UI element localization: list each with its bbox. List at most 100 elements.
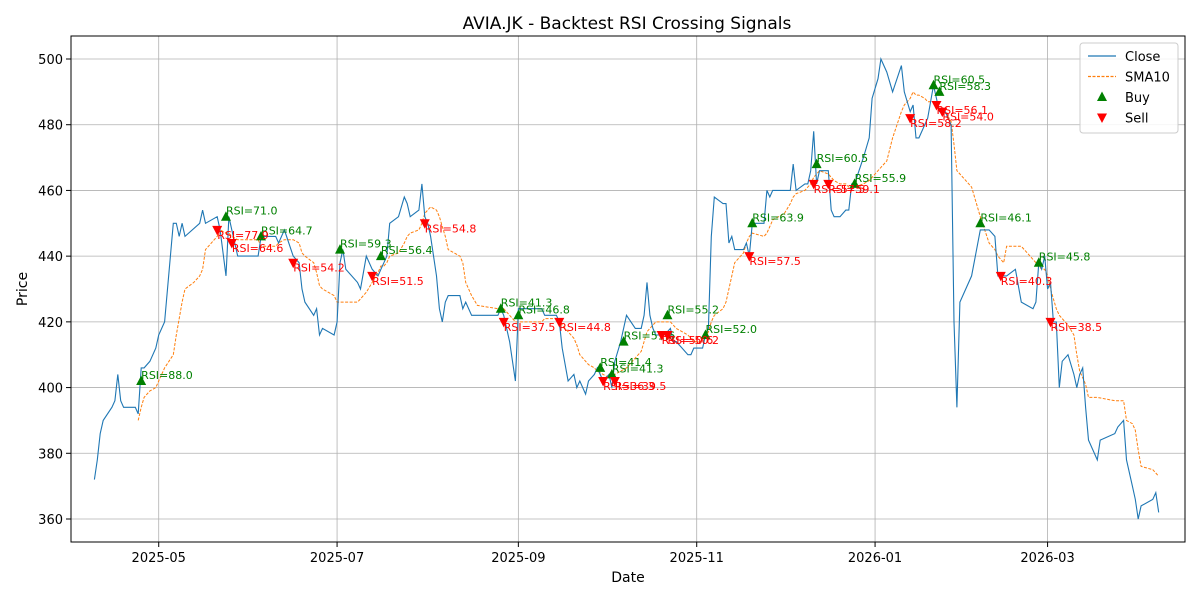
- buy-marker: [934, 86, 945, 96]
- buy-label: RSI=56.4: [381, 244, 433, 257]
- sell-label: RSI=56.1: [936, 104, 988, 117]
- y-tick-label: 400: [38, 382, 63, 397]
- buy-marker: [495, 303, 506, 313]
- buy-marker: [662, 309, 673, 320]
- sell-label: RSI=54.2: [293, 262, 345, 275]
- legend: Close SMA10 Buy Sell: [1079, 42, 1179, 134]
- buy-marker: [595, 362, 606, 372]
- buy-marker: [928, 79, 939, 90]
- buy-marker: [1033, 257, 1044, 267]
- buy-label: RSI=60.5: [817, 152, 869, 165]
- buy-label: RSI=45.8: [1039, 251, 1091, 264]
- sell-marker: [367, 271, 378, 282]
- sell-label: RSI=44.8: [559, 321, 611, 334]
- sell-label: RSI=51.5: [372, 275, 424, 288]
- x-tick-label: 2025-05: [132, 551, 186, 566]
- sell-marker: [212, 225, 223, 236]
- sell-marker: [995, 271, 1006, 282]
- sell-marker: [937, 107, 948, 118]
- buy-marker: [849, 178, 860, 188]
- x-tick-label: 2025-07: [310, 551, 364, 566]
- sell-marker: [662, 331, 673, 341]
- x-tick-label: 2026-01: [848, 551, 902, 566]
- y-axis: 360 380 400 420 440 460 480 500: [38, 53, 71, 528]
- sell-label: RSI=39.5: [615, 380, 667, 393]
- buy-label: RSI=88.0: [141, 369, 193, 382]
- buy-marker: [606, 368, 617, 379]
- legend-label: Sell: [1125, 112, 1148, 127]
- buy-label: RSI=59.3: [340, 238, 392, 251]
- buy-marker: [700, 329, 711, 339]
- sell-marker: [808, 179, 819, 190]
- y-tick-label: 500: [38, 53, 63, 68]
- buy-marker: [811, 158, 822, 169]
- close-line: [93, 57, 1160, 520]
- buy-marker: [136, 375, 147, 385]
- sell-marker: [1045, 317, 1056, 328]
- plot-area: RSI=88.0 RSI=71.0 RSI=64.7 RSI=59.3RSI=56.4…: [93, 57, 1160, 520]
- buy-marker: [747, 217, 758, 228]
- legend-box: [1079, 42, 1179, 134]
- sell-label: RSI=54.8: [425, 222, 477, 235]
- y-tick-label: 420: [38, 316, 63, 331]
- legend-sell-swatch: [1097, 113, 1107, 123]
- legend-label: SMA10: [1125, 71, 1170, 86]
- buy-marker: [618, 336, 629, 346]
- legend-buy-swatch: [1097, 91, 1107, 101]
- x-tick-label: 2026-03: [1020, 551, 1074, 566]
- legend-label: Buy: [1125, 91, 1150, 106]
- buy-label: RSI=46.1: [980, 211, 1032, 224]
- buy-marker: [375, 250, 386, 261]
- y-tick-label: 440: [38, 250, 63, 265]
- buy-marker: [513, 309, 524, 320]
- buy-marker: [256, 230, 267, 241]
- buy-label: RSI=41.4: [600, 356, 652, 369]
- sell-label: RSI=59.1: [828, 183, 880, 196]
- x-tick-label: 2025-09: [491, 551, 545, 566]
- sell-label: RSI=58.2: [910, 117, 962, 130]
- plot-frame: [70, 35, 1186, 543]
- sell-marker: [288, 258, 299, 269]
- legend-label: Close: [1125, 50, 1160, 65]
- sell-marker: [905, 114, 916, 124]
- x-axis-label: Date: [611, 570, 644, 586]
- y-axis-label: Price: [15, 272, 31, 306]
- buy-label: RSI=46.8: [518, 303, 570, 316]
- sell-label: RSI=54.0: [942, 111, 994, 124]
- chart-title: AVIA.JK - Backtest RSI Crossing Signals: [463, 14, 792, 34]
- sell-label: RSI=38.5: [1051, 321, 1103, 334]
- buy-label: RSI=55.2: [667, 303, 719, 316]
- sma10-line: [137, 90, 1160, 477]
- buy-label: RSI=55.9: [855, 172, 907, 185]
- buy-marker: [220, 211, 231, 221]
- buy-label: RSI=41.3: [501, 297, 553, 310]
- sell-marker: [554, 317, 565, 328]
- y-tick-label: 480: [38, 119, 63, 134]
- x-axis: 2025-05 2025-07 2025-09 2025-11 2026-01 2026-…: [132, 542, 1075, 566]
- sell-label: RSI=77.9: [217, 229, 269, 242]
- sell-label: RSI=50.6: [662, 334, 714, 347]
- sell-marker: [419, 219, 430, 229]
- sell-label: RSI=37.5: [504, 321, 556, 334]
- sell-marker: [744, 252, 755, 262]
- buy-label: RSI=63.9: [752, 211, 804, 224]
- buy-marker: [975, 217, 986, 228]
- buy-label: RSI=64.7: [261, 224, 313, 237]
- x-tick-label: 2025-11: [670, 551, 724, 566]
- y-tick-label: 360: [38, 513, 63, 528]
- sell-marker: [598, 377, 609, 387]
- buy-label: RSI=52.0: [705, 323, 757, 336]
- buy-label: RSI=58.3: [939, 80, 991, 93]
- buy-label: RSI=41.3: [612, 362, 664, 375]
- sell-marker: [226, 239, 237, 249]
- sell-label: RSI=57.5: [814, 183, 866, 196]
- sell-marker: [931, 101, 942, 111]
- buy-label: RSI=71.0: [226, 205, 278, 218]
- sell-label: RSI=57.5: [749, 255, 801, 268]
- buy-label: RSI=60.5: [934, 73, 986, 86]
- sell-label: RSI=64.6: [232, 242, 284, 255]
- sell-marker: [609, 377, 620, 387]
- sell-label: RSI=40.3: [1001, 275, 1053, 288]
